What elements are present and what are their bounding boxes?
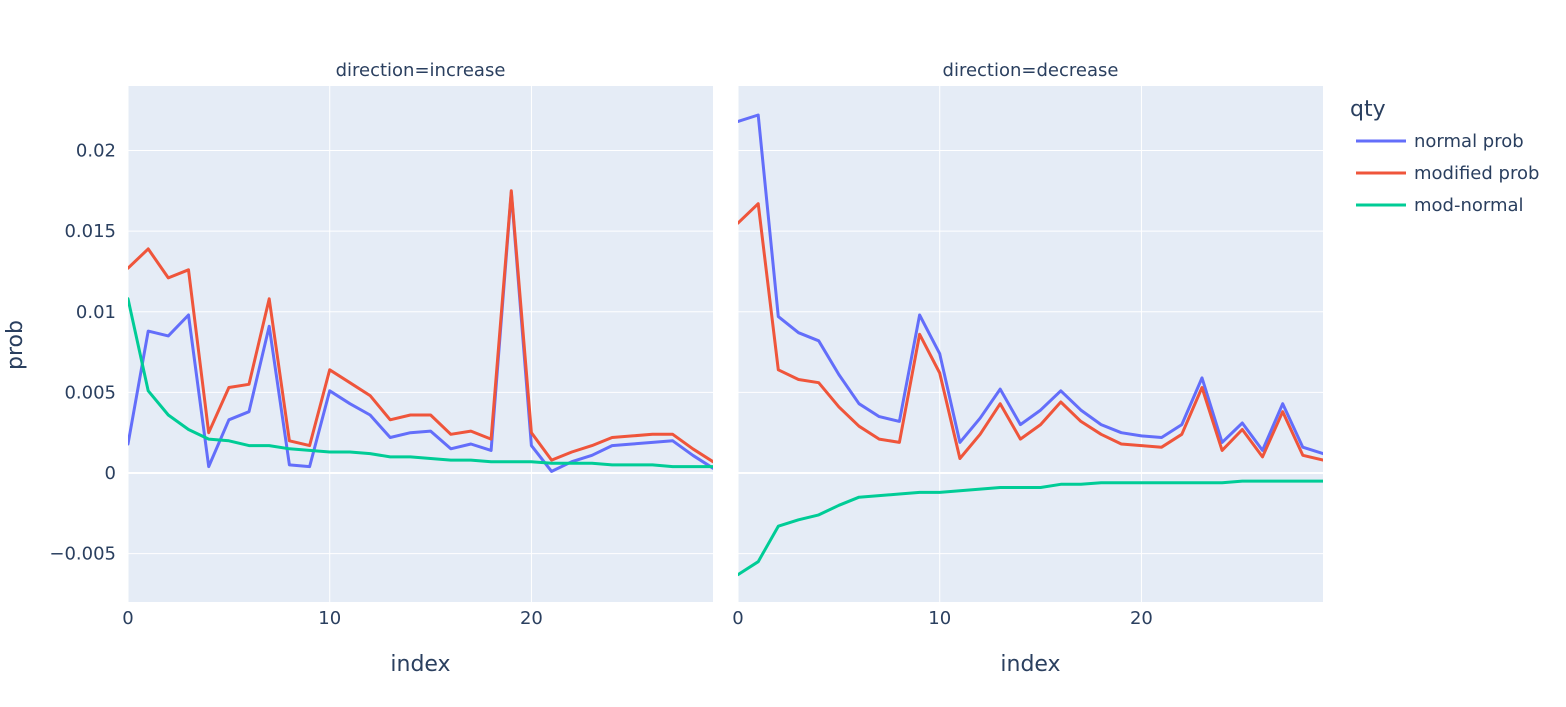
x-tick-label: 0 xyxy=(732,608,743,629)
x-axis-title: index xyxy=(1000,652,1060,677)
plot-area xyxy=(128,86,713,602)
legend-item[interactable]: modified prob xyxy=(1356,163,1539,184)
legend-label: normal prob xyxy=(1414,131,1524,152)
y-tick-label: 0.005 xyxy=(64,382,116,403)
y-axis-title-group: prob xyxy=(3,320,28,370)
series-lines xyxy=(738,113,1323,577)
legend-title: qty xyxy=(1350,97,1386,122)
y-tick-label: 0.02 xyxy=(76,141,116,162)
y-tick-label: 0.015 xyxy=(64,221,116,242)
legend-label: modified prob xyxy=(1414,163,1539,184)
x-tick-label: 0 xyxy=(122,608,133,629)
x-axis-title: index xyxy=(390,652,450,677)
y-tick-label: 0 xyxy=(105,463,116,484)
facet-panels: direction=increase 0 10 20 index −0.005 0 0.005… xyxy=(49,60,1323,677)
x-tick-label: 10 xyxy=(928,608,951,629)
series-lines xyxy=(128,189,713,473)
x-tick-label: 20 xyxy=(520,608,543,629)
y-axis-title: prob xyxy=(3,320,28,370)
facet-title: direction=increase xyxy=(336,60,506,81)
facet-panel-2: direction=decrease 0 10 20 index xyxy=(732,60,1323,677)
legend-item[interactable]: normal prob xyxy=(1356,131,1524,152)
y-tick-label: −0.005 xyxy=(49,544,116,565)
series-line-modified-prob xyxy=(738,202,1323,462)
x-tick-label: 10 xyxy=(318,608,341,629)
plot-area xyxy=(738,86,1323,602)
legend[interactable]: qty normal prob modified prob mod-normal xyxy=(1350,97,1539,216)
series-line-mod-normal xyxy=(738,479,1323,577)
legend-item[interactable]: mod-normal xyxy=(1356,195,1524,216)
series-line-modified-prob xyxy=(128,189,713,464)
x-tick-label: 20 xyxy=(1130,608,1153,629)
series-line-normal-prob xyxy=(128,190,713,473)
legend-items: normal prob modified prob mod-normal xyxy=(1356,131,1539,216)
series-line-normal-prob xyxy=(738,113,1323,456)
y-tick-label: 0.01 xyxy=(76,302,116,323)
legend-label: mod-normal xyxy=(1414,195,1524,216)
series-line-mod-normal xyxy=(128,297,713,469)
facet-panel-1: direction=increase 0 10 20 index −0.005 0 0.005… xyxy=(49,60,713,677)
facet-title: direction=decrease xyxy=(943,60,1119,81)
